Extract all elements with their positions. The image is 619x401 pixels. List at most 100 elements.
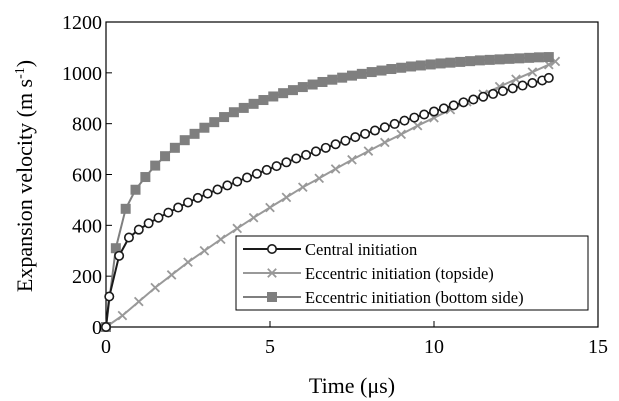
data-point xyxy=(320,142,331,153)
y-tick-label: 1000 xyxy=(62,63,102,85)
data-point xyxy=(511,74,521,85)
data-point xyxy=(517,80,528,91)
data-point xyxy=(347,70,357,81)
data-point xyxy=(415,60,426,71)
data-point xyxy=(514,53,525,64)
data-point xyxy=(140,172,151,183)
data-point xyxy=(524,52,535,63)
legend-marker xyxy=(266,244,277,255)
data-point xyxy=(379,122,390,133)
data-point xyxy=(337,72,348,83)
data-point xyxy=(101,321,112,332)
data-point xyxy=(445,57,456,68)
data-point xyxy=(340,135,351,146)
data-point xyxy=(228,107,239,118)
legend-label: Eccentric initiation (topside) xyxy=(305,264,494,283)
data-point xyxy=(399,115,410,126)
data-point xyxy=(104,291,115,302)
data-point xyxy=(133,296,144,307)
data-point xyxy=(261,164,272,175)
legend: Central initiation Eccentric initiation (… xyxy=(235,235,589,311)
data-point xyxy=(527,67,538,77)
data-point xyxy=(219,112,230,123)
data-point xyxy=(396,129,407,140)
series-1 xyxy=(101,72,554,332)
data-point xyxy=(248,98,259,109)
data-point xyxy=(366,67,377,78)
data-point xyxy=(369,125,380,136)
data-point xyxy=(183,257,193,268)
data-point xyxy=(222,180,233,191)
data-point xyxy=(278,88,289,99)
data-point xyxy=(153,212,164,223)
data-point xyxy=(327,74,338,85)
data-point xyxy=(268,91,279,102)
data-point xyxy=(242,172,253,183)
data-point xyxy=(478,91,489,102)
data-point xyxy=(120,203,131,214)
data-point xyxy=(533,52,544,63)
legend-item: Eccentric initiation (topside) xyxy=(243,264,494,283)
data-point xyxy=(212,184,223,195)
data-point xyxy=(287,85,298,96)
data-point xyxy=(504,53,515,64)
data-point xyxy=(412,120,423,131)
data-point xyxy=(232,176,243,187)
data-point xyxy=(301,149,312,160)
data-point xyxy=(330,164,341,174)
x-tick-label: 15 xyxy=(588,336,608,358)
data-point xyxy=(150,160,161,171)
data-point xyxy=(265,202,275,213)
data-point xyxy=(232,223,243,234)
y-tick-label: 400 xyxy=(72,215,102,237)
y-tick-label: 1200 xyxy=(62,12,102,34)
y-tick-label: 200 xyxy=(72,266,102,288)
legend-item: Central initiation xyxy=(243,240,417,259)
data-point xyxy=(209,117,220,128)
legend-item: Eccentric initiation (bottom side) xyxy=(243,288,524,307)
data-point xyxy=(258,95,269,106)
data-point xyxy=(379,137,390,148)
data-point xyxy=(330,139,341,150)
data-point xyxy=(130,184,141,195)
data-point xyxy=(297,182,308,193)
data-point xyxy=(428,106,439,117)
data-point xyxy=(419,109,430,120)
data-point xyxy=(363,146,374,156)
data-point xyxy=(150,282,161,293)
data-point xyxy=(248,212,259,223)
y-axis-title-close: ) xyxy=(12,60,37,67)
data-point xyxy=(192,192,203,203)
data-point xyxy=(389,118,400,129)
x-tick-label: 0 xyxy=(101,336,111,358)
data-point xyxy=(173,202,184,213)
data-point xyxy=(507,83,518,94)
data-point xyxy=(347,154,357,165)
data-point xyxy=(468,94,479,105)
y-axis-title-sup: -1 xyxy=(13,67,28,79)
data-point xyxy=(189,128,200,139)
data-point xyxy=(458,97,469,108)
data-point xyxy=(199,122,210,133)
y-tick-label: 600 xyxy=(72,165,102,187)
data-point xyxy=(448,100,459,111)
y-axis-title-main: Expansion velocity (m s xyxy=(12,79,37,292)
axis-ticks: 0 200 400 600 800 1000 1200 0 5 10 15 xyxy=(62,12,608,358)
legend-label: Eccentric initiation (bottom side) xyxy=(305,288,524,307)
data-point xyxy=(271,161,282,172)
legend-label: Central initiation xyxy=(305,240,417,259)
data-point xyxy=(163,207,174,218)
data-point xyxy=(497,86,508,97)
data-point xyxy=(474,55,485,66)
data-point xyxy=(438,103,449,114)
data-point xyxy=(494,54,505,65)
data-point xyxy=(179,135,190,146)
data-point xyxy=(297,82,308,93)
x-tick-label: 5 xyxy=(265,336,275,358)
data-point xyxy=(183,197,194,208)
data-point xyxy=(350,132,361,143)
data-point xyxy=(251,168,262,179)
x-tick-label: 10 xyxy=(424,336,444,358)
legend-marker xyxy=(267,268,277,278)
data-point xyxy=(281,192,292,203)
